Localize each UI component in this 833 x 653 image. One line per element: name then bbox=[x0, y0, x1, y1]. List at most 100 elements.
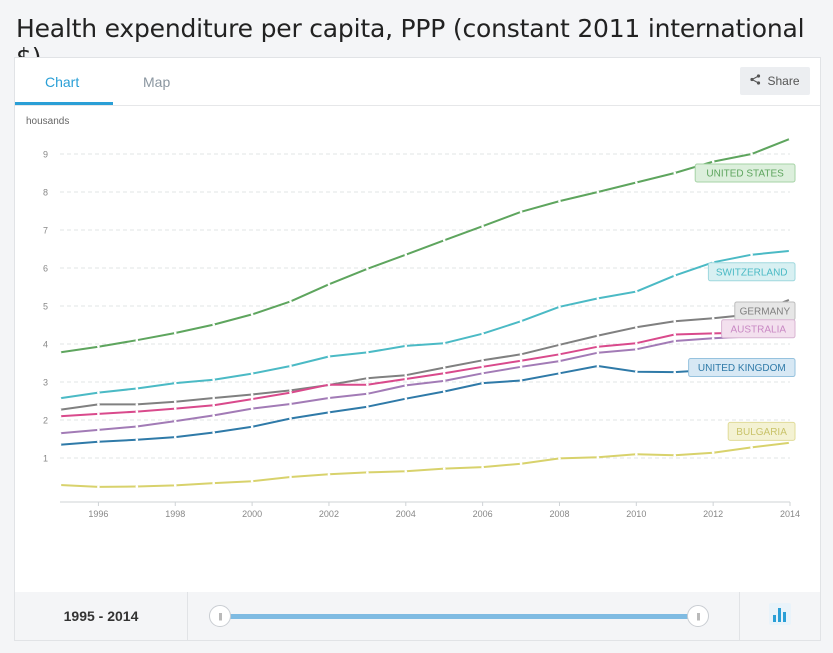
data-point bbox=[58, 414, 62, 418]
data-point bbox=[250, 397, 254, 401]
active-tab-indicator bbox=[15, 102, 113, 105]
series-label-box bbox=[694, 163, 796, 183]
bar-chart-icon bbox=[768, 602, 792, 631]
data-point bbox=[635, 181, 638, 184]
data-point bbox=[366, 376, 369, 380]
data-point bbox=[97, 485, 100, 489]
share-icon bbox=[750, 74, 761, 88]
data-point bbox=[442, 390, 446, 393]
data-point bbox=[404, 384, 408, 387]
data-point bbox=[404, 373, 408, 377]
data-point bbox=[750, 446, 753, 449]
y-tick-label: 8 bbox=[43, 188, 48, 198]
y-tick-label: 4 bbox=[43, 340, 48, 350]
data-point bbox=[327, 396, 331, 400]
data-point bbox=[58, 432, 62, 435]
data-point bbox=[519, 352, 523, 356]
data-point bbox=[250, 407, 254, 410]
data-point bbox=[173, 484, 177, 487]
line-chart: housands 1 2 3 4 5 6 7 8 9 1996 1998 2000 2002 2004 200… bbox=[26, 116, 800, 519]
data-point bbox=[442, 379, 446, 383]
data-point bbox=[289, 300, 292, 303]
data-point bbox=[673, 274, 677, 277]
x-tick-label: 2008 bbox=[549, 509, 569, 519]
data-point bbox=[250, 393, 254, 396]
data-point bbox=[173, 400, 177, 404]
data-point bbox=[635, 290, 638, 293]
data-point bbox=[327, 283, 331, 286]
data-point bbox=[212, 431, 215, 434]
data-point bbox=[366, 267, 369, 271]
data-point bbox=[596, 297, 600, 300]
tab-map[interactable]: Map bbox=[143, 74, 171, 90]
x-tick-label: 1996 bbox=[88, 509, 108, 519]
data-point bbox=[289, 389, 292, 392]
x-tick-label: 1998 bbox=[165, 509, 185, 519]
data-point bbox=[135, 485, 139, 488]
y-tick-label: 7 bbox=[43, 226, 48, 236]
data-point bbox=[558, 305, 561, 309]
data-point bbox=[212, 481, 215, 485]
data-point bbox=[481, 224, 484, 228]
y-tick-label: 2 bbox=[43, 416, 48, 426]
x-tick-label: 2006 bbox=[473, 509, 493, 519]
data-point bbox=[58, 408, 62, 412]
range-slider-track[interactable] bbox=[219, 614, 697, 619]
data-point bbox=[442, 366, 446, 369]
data-point bbox=[327, 355, 331, 358]
range-end-handle[interactable]: ||| bbox=[687, 605, 709, 627]
data-point bbox=[596, 345, 600, 348]
data-point bbox=[135, 410, 139, 413]
data-point bbox=[635, 370, 638, 374]
range-start-handle[interactable]: ||| bbox=[209, 605, 231, 627]
data-point bbox=[404, 344, 408, 348]
data-point bbox=[58, 483, 62, 487]
data-point bbox=[442, 341, 446, 345]
data-point bbox=[442, 467, 446, 470]
data-point bbox=[558, 371, 561, 375]
data-point bbox=[250, 372, 254, 375]
x-tick-label: 2004 bbox=[396, 509, 416, 519]
data-point bbox=[519, 210, 523, 214]
y-tick-label: 5 bbox=[43, 302, 48, 312]
data-point bbox=[97, 403, 100, 406]
series-line bbox=[59, 441, 791, 488]
y-tick-label: 3 bbox=[43, 378, 48, 388]
data-point bbox=[58, 351, 62, 354]
data-point bbox=[711, 451, 715, 454]
series-line bbox=[59, 298, 791, 411]
data-point bbox=[711, 316, 715, 320]
y-tick-label: 1 bbox=[43, 454, 48, 464]
data-point bbox=[596, 364, 600, 368]
y-tick-label: 6 bbox=[43, 264, 48, 274]
chart-type-toggle[interactable] bbox=[739, 592, 820, 640]
data-point bbox=[135, 438, 139, 442]
data-point bbox=[558, 359, 561, 363]
data-point bbox=[481, 359, 484, 362]
series-label: SWITZERLAND bbox=[716, 267, 788, 278]
data-point bbox=[750, 152, 753, 156]
data-point bbox=[173, 381, 177, 385]
data-point bbox=[212, 396, 215, 400]
x-tick-label: 2010 bbox=[626, 509, 646, 519]
series-label-box bbox=[721, 319, 796, 339]
share-button[interactable]: Share bbox=[740, 67, 810, 95]
data-point bbox=[635, 325, 638, 329]
series-label: BULGARIA bbox=[736, 427, 787, 438]
data-point bbox=[212, 414, 215, 417]
data-point bbox=[97, 440, 100, 443]
data-point bbox=[519, 319, 523, 323]
data-point bbox=[711, 160, 715, 163]
y-axis-label: housands bbox=[26, 116, 69, 127]
data-point bbox=[519, 359, 523, 363]
data-point bbox=[212, 323, 215, 326]
data-point bbox=[327, 383, 331, 386]
share-label: Share bbox=[767, 74, 800, 88]
y-tick-label: 9 bbox=[43, 150, 48, 160]
data-point bbox=[135, 338, 139, 342]
tab-chart[interactable]: Chart bbox=[45, 74, 80, 90]
data-point bbox=[673, 319, 677, 323]
data-point bbox=[481, 381, 484, 385]
data-point bbox=[519, 462, 523, 466]
series-label: GERMANY bbox=[740, 306, 791, 317]
